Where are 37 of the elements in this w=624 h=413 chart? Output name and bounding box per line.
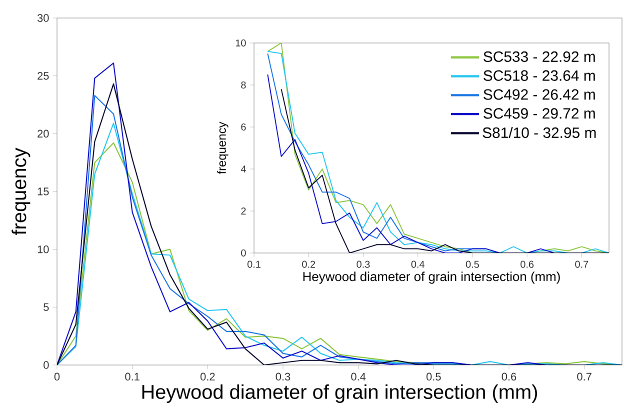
x-tick-label: 0.3 — [356, 260, 370, 268]
x-tick-label: 0.4 — [351, 372, 366, 381]
y-tick-label: 25 — [38, 72, 49, 80]
legend-label: S81/10 - 32.95 m — [482, 127, 596, 138]
y-tick-label: 4 — [240, 166, 246, 172]
x-tick-label: 0.7 — [577, 372, 592, 381]
x-tick-label: 0.6 — [520, 260, 534, 268]
y-tick-label: 10 — [236, 39, 246, 47]
legend-label: SC459 - 29.72 m — [484, 108, 595, 119]
y-tick-label: 10 — [38, 245, 49, 254]
x-axis-title: Heywood diameter of grain intersection (mm) — [142, 384, 537, 403]
x-tick-label: 0.5 — [426, 372, 441, 381]
x-tick-label: 0.1 — [247, 260, 260, 268]
y-tick-label: 0 — [44, 361, 49, 369]
y-tick-label: 15 — [38, 188, 49, 196]
x-tick-label: 0.2 — [200, 372, 215, 381]
x-tick-label: 0 — [54, 372, 60, 381]
y-tick-label: 8 — [241, 81, 246, 89]
y-tick-label: 20 — [38, 130, 49, 138]
x-tick-label: 0.4 — [411, 260, 424, 268]
x-tick-label: 0.1 — [125, 372, 140, 381]
y-tick-label: 5 — [44, 303, 49, 311]
x-tick-label: 0.5 — [466, 260, 479, 268]
x-tick-label: 0.6 — [502, 372, 516, 381]
x-tick-label: 0.3 — [276, 372, 290, 381]
legend-label: SC533 - 22.92 m — [484, 51, 595, 62]
legend-label: SC518 - 23.64 m — [484, 70, 595, 81]
y-tick-label: 6 — [241, 123, 246, 131]
x-axis-title: Heywood diameter of grain intersection (mm) — [303, 272, 560, 284]
y-tick-label: 2 — [241, 208, 246, 214]
y-axis-title: frequency — [217, 122, 228, 174]
y-tick-label: 0 — [241, 249, 246, 257]
y-axis-title: frequency — [12, 148, 30, 235]
y-tick-label: 30 — [37, 14, 49, 22]
x-tick-label: 0.7 — [575, 260, 588, 268]
x-tick-label: 0.2 — [302, 260, 316, 268]
legend-label: SC492 - 26.42 m — [484, 89, 595, 100]
